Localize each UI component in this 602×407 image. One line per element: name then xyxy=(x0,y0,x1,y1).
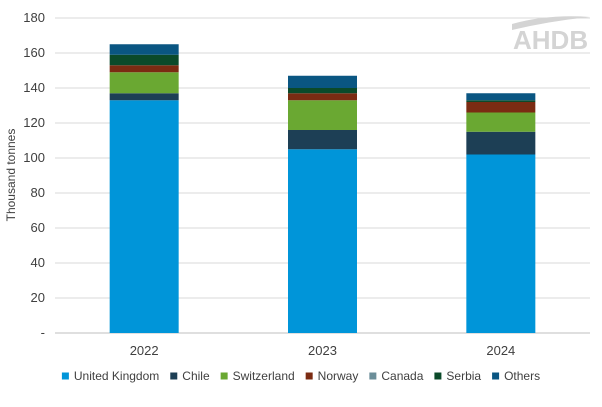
bar-segment xyxy=(109,72,179,94)
y-tick-label: 20 xyxy=(31,290,45,305)
y-tick-label: 40 xyxy=(31,255,45,270)
y-tick-label: 140 xyxy=(23,80,45,95)
y-tick-label: 160 xyxy=(23,45,45,60)
legend-label: Chile xyxy=(182,369,210,383)
bar-segment xyxy=(288,88,357,94)
bar-segment xyxy=(109,100,179,333)
y-tick-label: 80 xyxy=(31,185,45,200)
legend: United Kingdom Chile Switzerland Norway Cana… xyxy=(61,369,540,383)
bar-segment xyxy=(288,149,357,333)
logo-swoosh-icon xyxy=(512,16,590,30)
x-axis: 2022 2023 2024 xyxy=(130,343,516,358)
legend-label: Canada xyxy=(381,369,423,383)
bar-segment xyxy=(466,102,536,113)
y-tick-label: - xyxy=(41,325,45,340)
ahdb-logo: AHDB xyxy=(512,16,590,55)
legend-item: Others xyxy=(492,369,540,383)
legend-swatch xyxy=(170,372,178,380)
y-tick-label: 60 xyxy=(31,220,45,235)
legend-item: Switzerland xyxy=(220,369,295,383)
y-tick-label: 180 xyxy=(23,10,45,25)
legend-item: Norway xyxy=(305,369,359,383)
bar-segment xyxy=(466,131,536,155)
bar-segment xyxy=(109,93,179,101)
bar-segment xyxy=(288,93,357,101)
bar-segment xyxy=(109,65,179,73)
legend-swatch xyxy=(305,372,313,380)
bars xyxy=(109,44,536,333)
legend-swatch xyxy=(369,372,377,380)
legend-label: United Kingdom xyxy=(74,369,159,383)
bar-segment xyxy=(466,154,536,333)
legend-swatch xyxy=(492,372,500,380)
legend-item: Chile xyxy=(170,369,210,383)
legend-label: Norway xyxy=(318,369,359,383)
bar-segment xyxy=(288,75,357,88)
legend-swatch xyxy=(61,372,69,380)
legend-swatch xyxy=(434,372,442,380)
bar-segment xyxy=(109,54,179,66)
legend-item: Serbia xyxy=(434,369,481,383)
bar-segment xyxy=(288,130,357,150)
bar-segment xyxy=(109,44,179,55)
legend-label: Switzerland xyxy=(233,369,295,383)
x-tick-label: 2023 xyxy=(308,343,337,358)
y-tick-label: 100 xyxy=(23,150,45,165)
bar-segment xyxy=(288,100,357,130)
bar-segment xyxy=(466,112,536,132)
legend-swatch xyxy=(220,372,228,380)
legend-label: Serbia xyxy=(446,369,481,383)
bar-segment xyxy=(466,93,536,101)
y-axis-title: Thousand tonnes xyxy=(4,129,18,222)
y-axis: - 20 40 60 80 100 120 140 160 180 xyxy=(23,10,45,340)
bar-segment xyxy=(466,100,536,102)
x-tick-label: 2022 xyxy=(130,343,159,358)
logo-text: AHDB xyxy=(513,25,588,55)
legend-label: Others xyxy=(504,369,540,383)
x-tick-label: 2024 xyxy=(486,343,515,358)
legend-item: United Kingdom xyxy=(61,369,159,383)
legend-item: Canada xyxy=(369,369,424,383)
y-tick-label: 120 xyxy=(23,115,45,130)
